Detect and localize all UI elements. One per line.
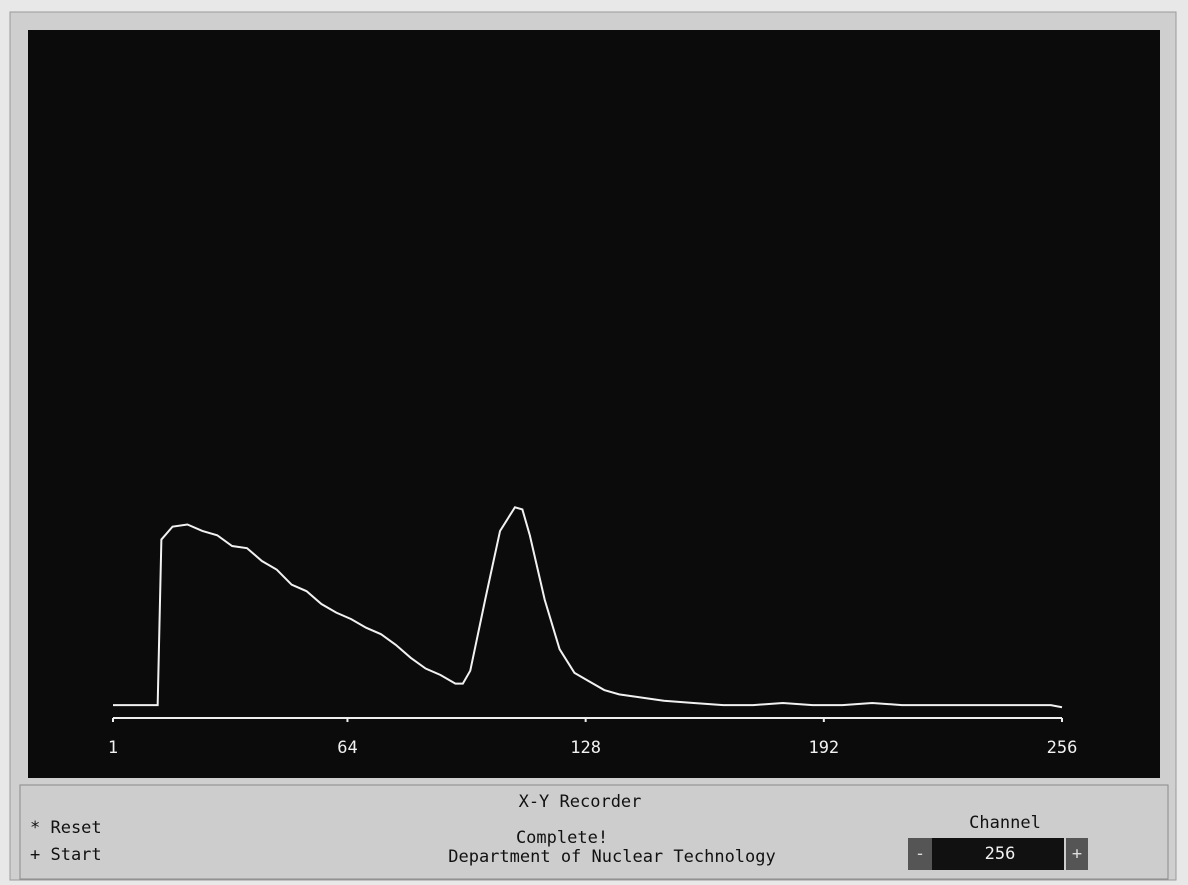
x-tick-label: 256 [1047,738,1078,758]
status-text: Complete! [516,828,608,848]
menu-item[interactable]: + Start [30,845,102,865]
decrement-label[interactable]: - [915,844,925,864]
menu-item[interactable]: * Reset [30,818,102,838]
panel-title: X-Y Recorder [519,792,642,812]
channel-label: Channel [969,813,1041,833]
department-text: Department of Nuclear Technology [448,847,776,867]
channel-value: 256 [985,844,1016,864]
app-window: X-Y Recorder * Reset + Start Complete! D… [0,0,1188,885]
x-tick-label: 192 [808,738,839,758]
x-tick-label: 64 [337,738,357,758]
increment-label[interactable]: + [1072,844,1082,864]
x-tick-label: 1 [108,738,118,758]
x-tick-label: 128 [570,738,601,758]
plot-area [28,30,1160,778]
